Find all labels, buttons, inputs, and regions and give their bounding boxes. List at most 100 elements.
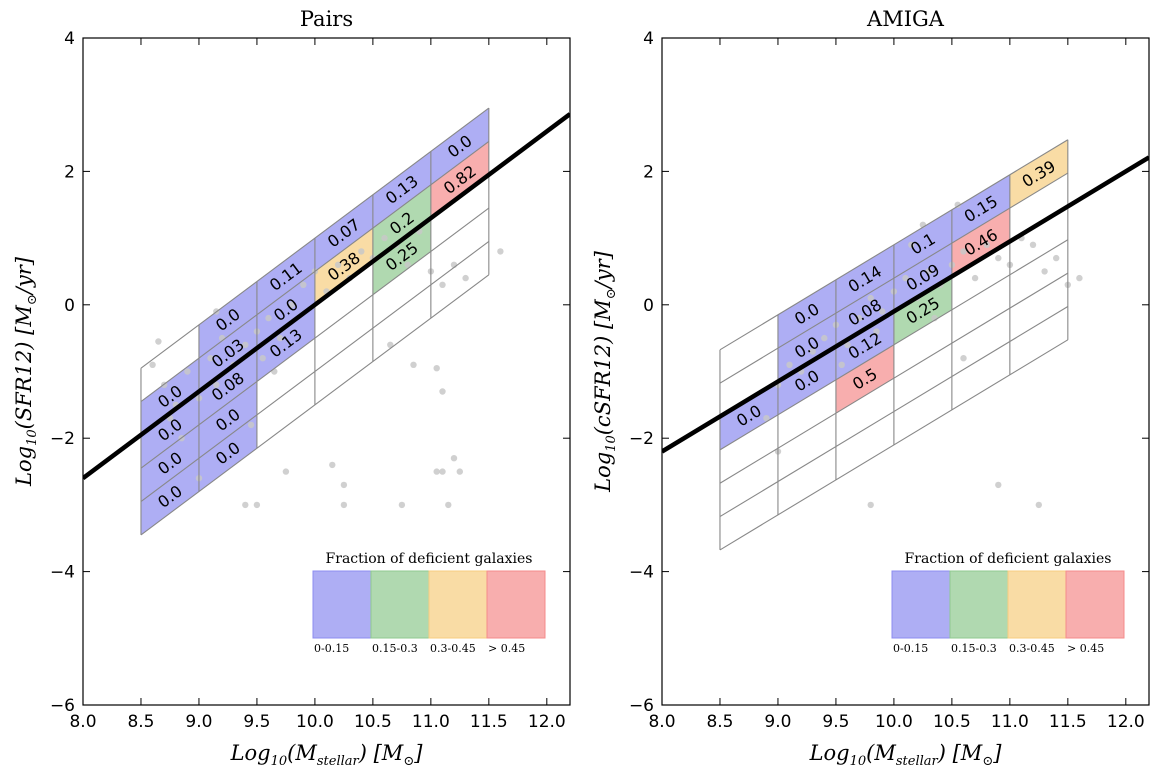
grid-cell-fill bbox=[256, 271, 315, 349]
data-point bbox=[1035, 501, 1043, 509]
y-axis-label-part: (cSFR12) [M bbox=[591, 299, 615, 436]
data-point bbox=[908, 241, 915, 248]
legend: Fraction of deficient galaxies 0-0.15 0.15… bbox=[312, 551, 546, 655]
x-axis-label: Log10(Mstellar) [M⊙] bbox=[809, 741, 1003, 769]
grid-cell-fill bbox=[835, 278, 894, 347]
data-point bbox=[497, 248, 504, 255]
grid-cell-fill bbox=[372, 184, 431, 262]
grid-cell-fill bbox=[778, 346, 836, 415]
y-axis-label-part: /yr] bbox=[591, 250, 615, 290]
data-point bbox=[838, 361, 845, 368]
plot-area: 0.00.00.00.00.00.00.080.030.00.130.00.11… bbox=[83, 0, 570, 536]
chart-title: Pairs bbox=[300, 7, 353, 31]
data-point bbox=[867, 501, 874, 509]
grid-cell-fill bbox=[199, 348, 257, 425]
x-tick-label: 8.0 bbox=[648, 712, 675, 732]
x-axis-label-part: (M bbox=[287, 741, 317, 765]
data-point bbox=[247, 421, 255, 429]
data-point bbox=[381, 234, 388, 242]
y-tick-label: 4 bbox=[64, 29, 75, 49]
data-point bbox=[1029, 241, 1037, 248]
data-point bbox=[995, 481, 1002, 489]
legend-title: Fraction of deficient galaxies bbox=[905, 551, 1112, 567]
grid-cell-fill bbox=[199, 281, 257, 359]
data-point bbox=[282, 468, 290, 475]
data-point bbox=[334, 261, 342, 268]
y-tick-label: 2 bbox=[643, 162, 654, 182]
data-point bbox=[439, 388, 446, 395]
data-point bbox=[433, 365, 440, 372]
data-point bbox=[259, 355, 266, 362]
data-point bbox=[821, 334, 828, 342]
data-point bbox=[404, 261, 411, 268]
x-axis-label-part: stellar bbox=[317, 754, 360, 769]
y-axis-label-part: 10 bbox=[604, 435, 619, 452]
data-point bbox=[207, 355, 214, 362]
grid-cell-fill bbox=[141, 458, 199, 535]
grid-cell-fill bbox=[893, 276, 952, 345]
y-axis-label-part: (SFR12) [M bbox=[12, 305, 36, 430]
y-tick-label: 0 bbox=[64, 296, 75, 316]
data-point bbox=[462, 274, 469, 282]
data-point bbox=[288, 301, 295, 308]
legend-title: Fraction of deficient galaxies bbox=[326, 551, 533, 567]
x-tick-label: 12.0 bbox=[528, 712, 566, 732]
grid-cell-fill bbox=[141, 391, 199, 469]
legend-label: 0-0.15 bbox=[314, 642, 349, 655]
data-point bbox=[213, 381, 220, 388]
data-point bbox=[879, 308, 886, 315]
y-tick-label: −2 bbox=[629, 429, 654, 449]
legend-swatch bbox=[486, 570, 546, 639]
grid-cell-fill bbox=[430, 141, 489, 219]
x-axis-label-part: Log bbox=[230, 741, 271, 765]
data-point bbox=[184, 368, 191, 375]
legend-label: 0-0.15 bbox=[893, 642, 928, 655]
data-point bbox=[960, 248, 967, 255]
grid-cell-fill bbox=[141, 358, 199, 435]
x-axis-label-part: ) [M bbox=[937, 741, 983, 765]
cell-value-label: 0.0 bbox=[1026, 0, 1051, 10]
legend-swatch bbox=[370, 570, 430, 639]
data-point bbox=[450, 455, 458, 462]
legend-swatch bbox=[949, 570, 1009, 639]
data-point bbox=[971, 274, 979, 282]
y-tick-label: −2 bbox=[50, 429, 75, 449]
data-point bbox=[271, 368, 278, 375]
data-point bbox=[445, 501, 452, 509]
data-point bbox=[1041, 268, 1048, 275]
x-axis-label-part: Log bbox=[809, 741, 850, 765]
data-point bbox=[873, 328, 880, 335]
legend-swatch bbox=[1065, 570, 1125, 639]
data-point bbox=[995, 254, 1002, 262]
x-tick-label: 9.0 bbox=[185, 712, 212, 732]
legend-label: > 0.45 bbox=[488, 642, 525, 655]
y-axis-label-part: Log bbox=[12, 446, 36, 487]
data-point bbox=[1053, 254, 1060, 262]
data-point bbox=[954, 201, 961, 208]
data-point bbox=[358, 248, 365, 255]
chart-panel-amiga: 0.00.00.00.00.50.120.080.140.250.090.10.… bbox=[591, 0, 1150, 769]
data-point bbox=[300, 281, 307, 288]
x-tick-label: 10.0 bbox=[296, 712, 334, 732]
x-tick-label: 9.0 bbox=[764, 712, 791, 732]
data-point bbox=[387, 341, 394, 348]
data-point bbox=[398, 501, 406, 509]
y-tick-label: −4 bbox=[629, 563, 654, 583]
chart-panel-pairs: 0.00.00.00.00.00.00.080.030.00.130.00.11… bbox=[12, 0, 571, 769]
grid-cell-fill bbox=[951, 208, 1010, 277]
cell-value-label: 0.12 bbox=[963, 0, 999, 10]
cell-value-label: 0.18 bbox=[384, 0, 420, 10]
data-point bbox=[983, 241, 990, 248]
x-tick-label: 10.0 bbox=[875, 712, 913, 732]
y-axis-label-part: ⊙ bbox=[25, 294, 40, 305]
x-tick-label: 11.5 bbox=[1049, 712, 1087, 732]
x-tick-label: 10.5 bbox=[933, 712, 971, 732]
grid-cell-fill bbox=[256, 238, 315, 315]
grid-cell-fill bbox=[256, 304, 315, 382]
plot-frame bbox=[82, 37, 571, 706]
data-point bbox=[340, 501, 348, 509]
legend-swatch bbox=[1007, 570, 1067, 639]
data-point bbox=[242, 341, 249, 348]
legend-label: 0.15-0.3 bbox=[951, 642, 997, 655]
grid-cell-fill bbox=[314, 194, 373, 272]
